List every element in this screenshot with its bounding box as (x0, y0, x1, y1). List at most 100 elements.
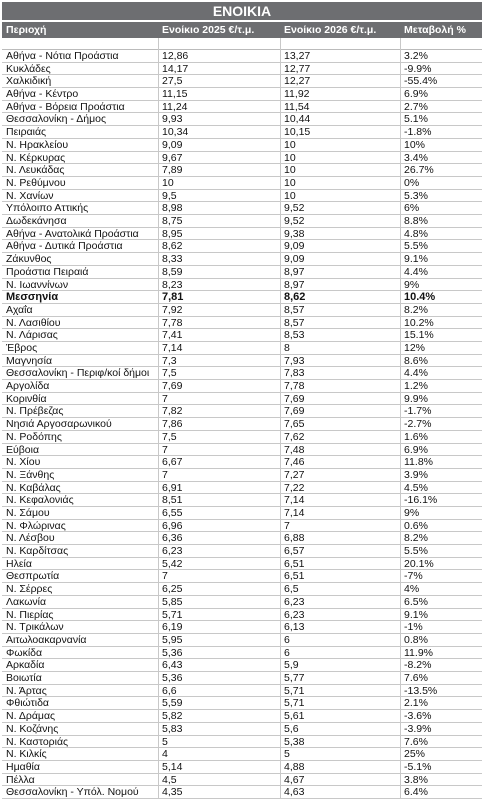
value-cell: 5,71 (162, 608, 183, 621)
region-cell: Θεσσαλονίκη - Δήμος (6, 113, 107, 126)
region-cell: Έβρος (6, 341, 38, 354)
region-cell: Ν. Φλώρινας (6, 519, 66, 532)
table-row: Αθήνα - Δυτικά Προάστια 8,62 9,09 5.5% (2, 240, 482, 254)
region-cell: Ν. Σέρρες (6, 583, 53, 596)
value-cell: 11,24 (162, 100, 188, 113)
value-cell: 6,19 (162, 621, 183, 634)
value-cell: 9,93 (162, 113, 183, 126)
value-cell: 7 (162, 468, 168, 481)
value-cell: 6,25 (162, 583, 183, 596)
value-cell: 7.6% (404, 735, 428, 748)
region-cell: Πειραιάς (6, 126, 47, 139)
region-cell: Ζάκυνθος (6, 253, 52, 266)
value-cell: 4,88 (284, 760, 305, 773)
value-cell: 4,63 (284, 786, 305, 799)
value-cell: -3.9% (404, 722, 432, 735)
region-cell: Κορινθία (6, 392, 47, 405)
region-cell: Φωκίδα (6, 646, 43, 659)
column-header: Μεταβολή % (404, 24, 466, 36)
value-cell: 8,57 (284, 316, 305, 329)
value-cell: 3.8% (404, 773, 428, 786)
value-cell: -1.8% (404, 126, 432, 139)
value-cell: 10% (404, 138, 426, 151)
region-cell: Ν. Λευκάδας (6, 164, 65, 177)
value-cell: 5.3% (404, 189, 428, 202)
value-cell: 10,15 (284, 126, 311, 139)
value-cell: 7,69 (284, 405, 305, 418)
value-cell: 9% (404, 507, 420, 520)
table-row: Ν. Κιλκίς 4 5 25% (2, 748, 482, 761)
value-cell: 6,13 (284, 621, 305, 634)
region-cell: Ν. Κοζάνης (6, 722, 59, 735)
region-cell: Φθιώτιδα (6, 697, 49, 710)
value-cell: 10.4% (404, 291, 436, 304)
value-cell: 6,6 (162, 684, 177, 697)
region-cell: Αρκαδία (6, 659, 45, 672)
value-cell: 4.8% (404, 227, 428, 240)
value-cell: 10 (284, 176, 296, 189)
value-cell: 5,83 (162, 722, 183, 735)
value-cell: 15.1% (404, 329, 434, 342)
region-cell: Αχαΐα (6, 303, 33, 316)
table-row: Κυκλάδες 14,17 12,77 -9.9% (2, 63, 482, 76)
value-cell: 4,5 (162, 773, 177, 786)
value-cell: 20.1% (404, 557, 434, 570)
region-cell: Ν. Καρδίτσας (6, 545, 69, 558)
region-cell: Ν. Δράμας (6, 710, 56, 723)
table-row: Ν. Κέρκυρας 9,67 10 3.4% (2, 152, 482, 165)
value-cell: 8.8% (404, 215, 428, 228)
table-row: Αθήνα - Ανατολικά Προάστια 8,95 9,38 4.8% (2, 228, 482, 241)
table-row: Ν. Ιωαννίνων 8,23 8,97 9% (2, 279, 482, 292)
value-cell: 6,51 (284, 570, 305, 583)
value-cell: 6.5% (404, 595, 428, 608)
value-cell: 11,54 (284, 100, 310, 113)
region-cell: Ν. Ρεθύμνου (6, 176, 66, 189)
value-cell: 0.6% (404, 519, 428, 532)
value-cell: 3.4% (404, 151, 428, 164)
value-cell: 8.6% (404, 354, 428, 367)
value-cell: 8.2% (404, 532, 428, 545)
value-cell: 12% (404, 341, 426, 354)
value-cell: 7 (284, 519, 290, 532)
value-cell: 4.4% (404, 265, 428, 278)
value-cell: 6,88 (284, 532, 305, 545)
value-cell: 5,14 (162, 760, 183, 773)
value-cell: 6,23 (284, 595, 305, 608)
value-cell: 0.8% (404, 633, 428, 646)
region-cell: Μαγνησία (6, 354, 53, 367)
value-cell: 2.7% (404, 100, 428, 113)
table-row: Πέλλα 4,5 4,67 3.8% (2, 774, 482, 787)
value-cell: 9,52 (284, 202, 305, 215)
table-row: Βοιωτία 5,36 5,77 7.6% (2, 672, 482, 685)
value-cell: -5.1% (404, 760, 432, 773)
value-cell: 6% (404, 202, 420, 215)
value-cell: 5,36 (162, 646, 183, 659)
region-cell: Νησιά Αργοσαρωνικού (6, 418, 112, 431)
table-row: Νησιά Αργοσαρωνικού 7,86 7,65 -2.7% (2, 418, 482, 431)
value-cell: 11.8% (404, 456, 433, 469)
value-cell: 6,91 (162, 481, 183, 494)
value-cell: 8,95 (162, 227, 183, 240)
value-cell: 6,57 (284, 545, 305, 558)
value-cell: 0% (404, 176, 420, 189)
region-cell: Ν. Πιερίας (6, 608, 54, 621)
value-cell: 5,38 (284, 735, 305, 748)
value-cell: -8.2% (404, 659, 432, 672)
value-cell: 1.2% (404, 380, 428, 393)
region-cell: Αθήνα - Νότια Προάστια (6, 50, 119, 62)
value-cell: 6,23 (162, 545, 183, 558)
value-cell: 4.4% (404, 367, 428, 380)
value-cell: 6.9% (404, 443, 428, 456)
table-row: Πειραιάς 10,34 10,15 -1.8% (2, 126, 482, 139)
table-row: Αθήνα - Νότια Προάστια 12,86 13,27 3.2% (2, 50, 482, 63)
value-cell: 10,34 (162, 126, 189, 139)
region-cell: Ν. Καστοριάς (6, 735, 69, 748)
table-row: Μεσσηνία 7,81 8,62 10.4% (2, 291, 482, 304)
value-cell: 5 (284, 748, 290, 761)
value-cell: 2.1% (404, 697, 428, 710)
region-cell: Αθήνα - Βόρεια Προάστια (6, 100, 125, 113)
table-row: Ηλεία 5,42 6,51 20.1% (2, 558, 482, 571)
table-row: Ν. Κεφαλονιάς 8,51 7,14 -16.1% (2, 494, 482, 507)
value-cell: 5.1% (404, 113, 428, 126)
region-cell: Εύβοια (6, 443, 40, 456)
